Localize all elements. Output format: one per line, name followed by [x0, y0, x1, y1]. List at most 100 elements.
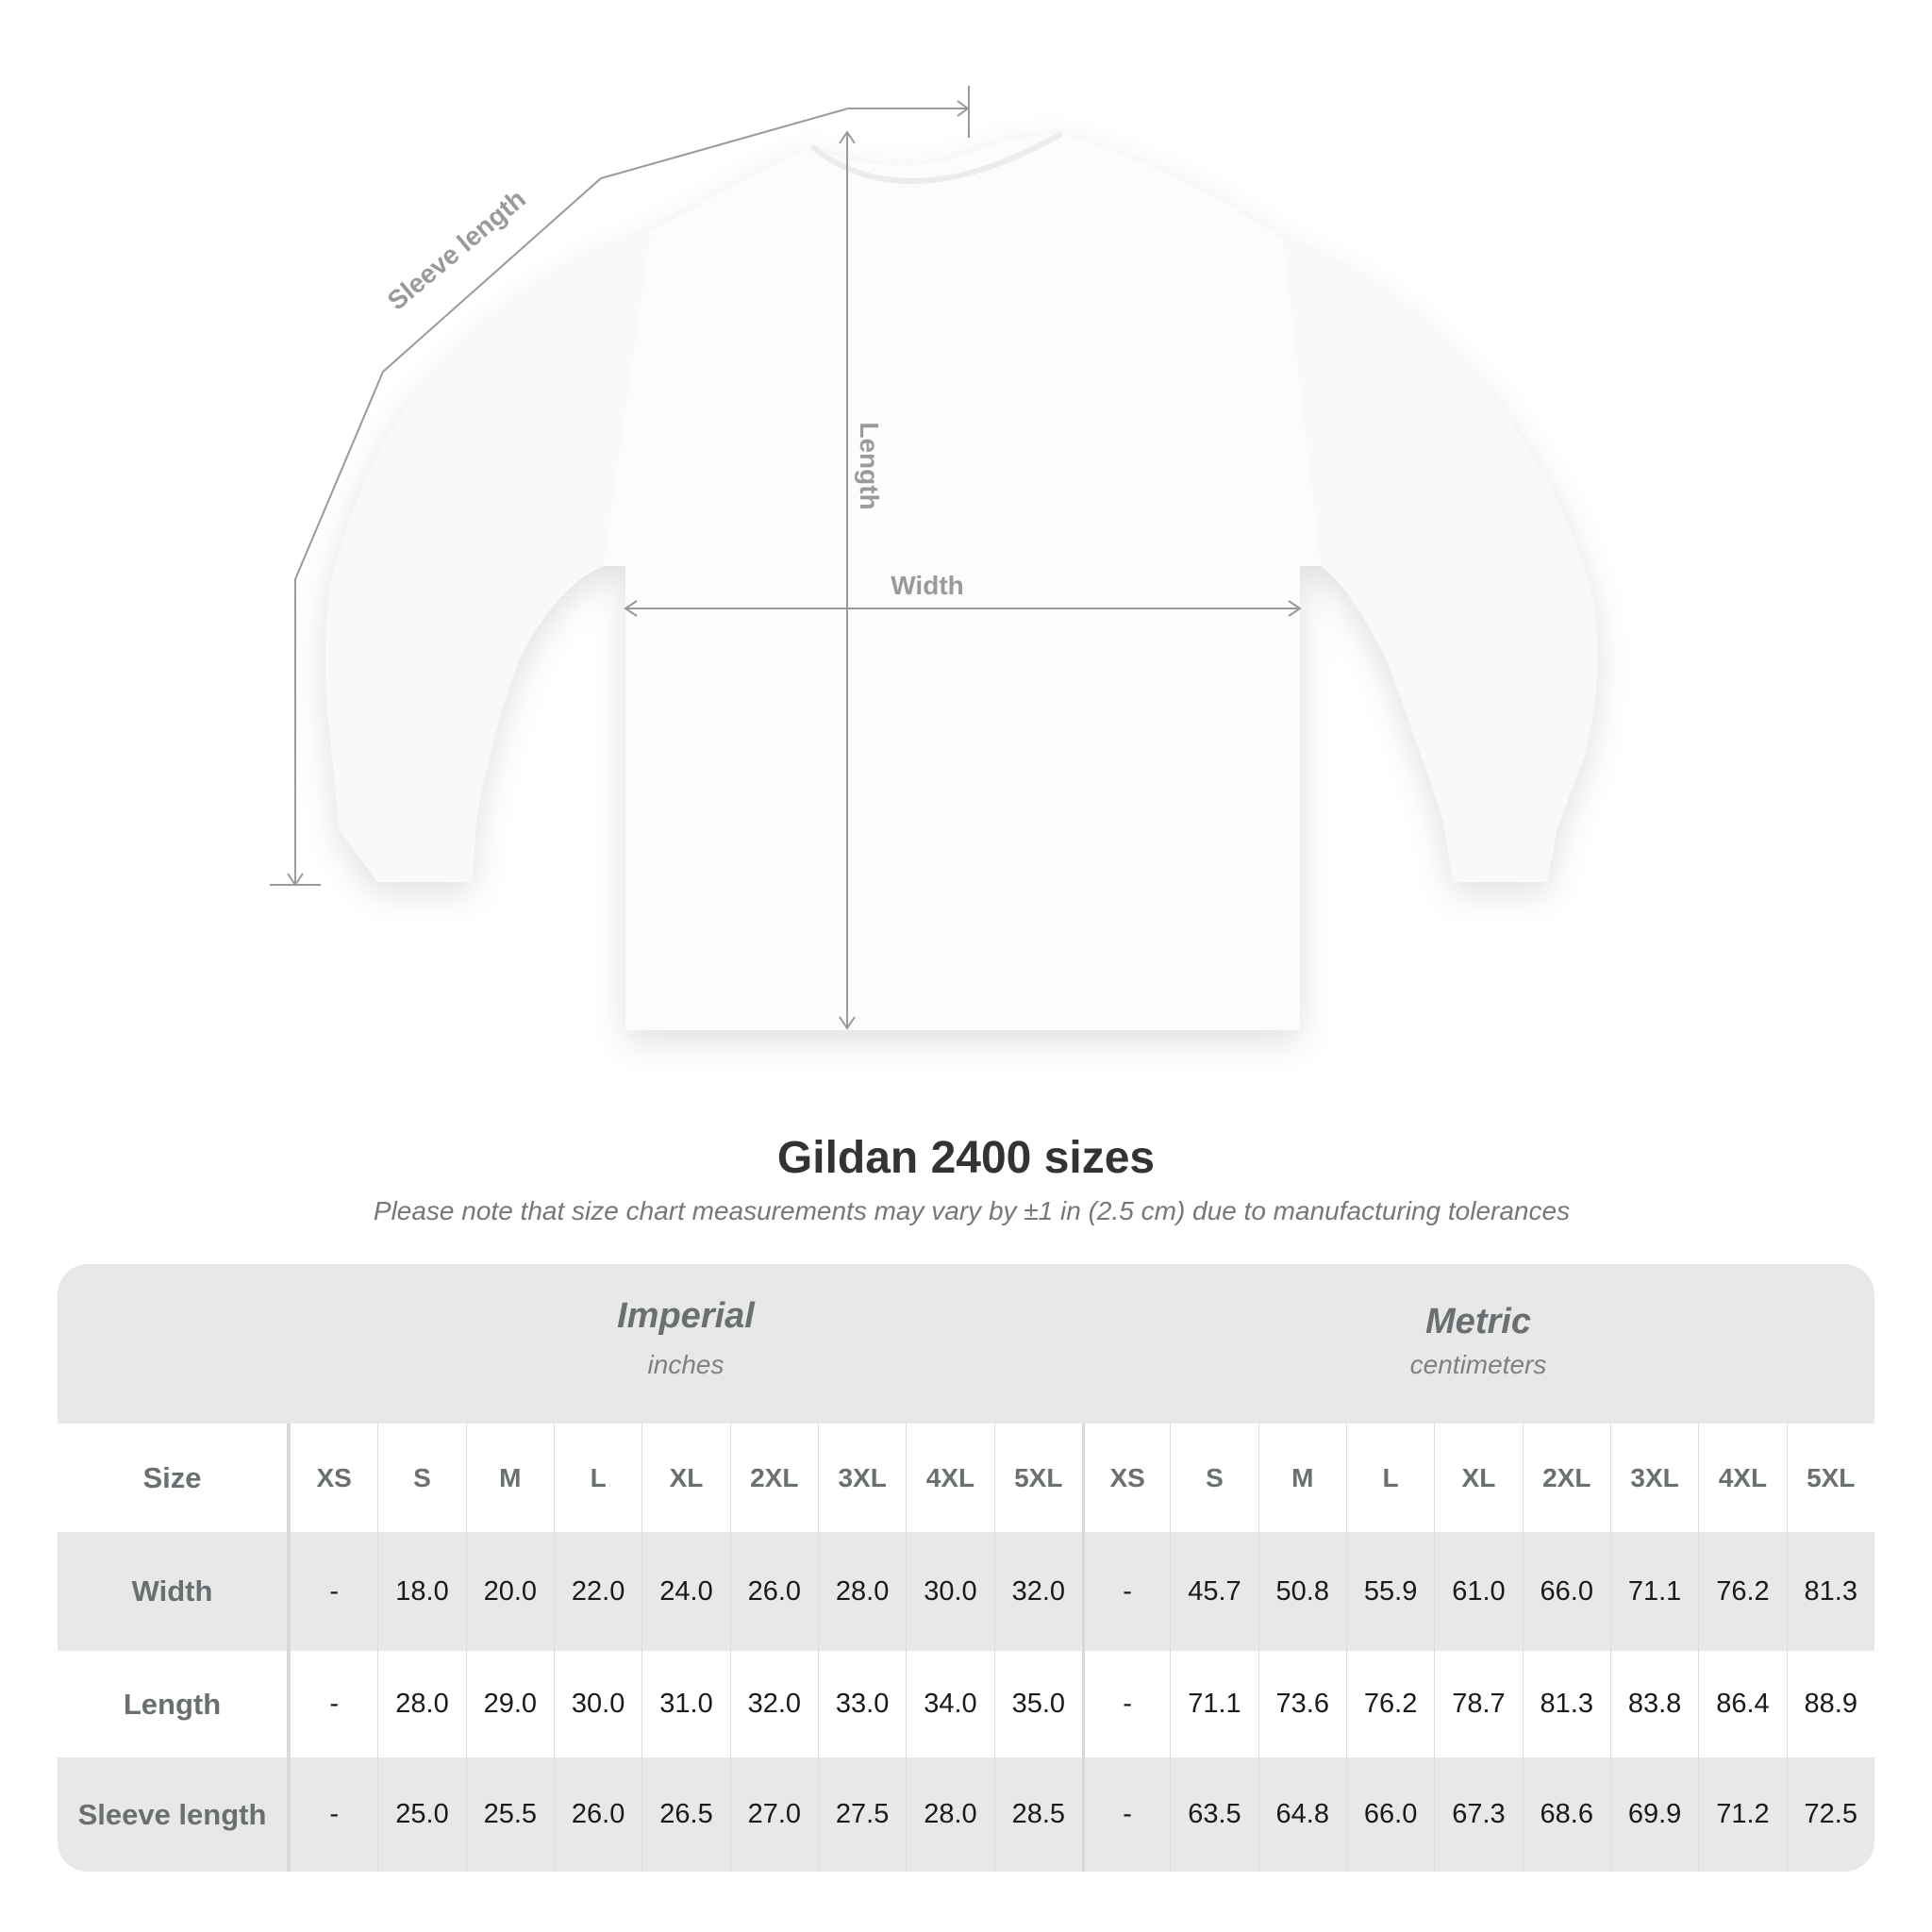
- metric-size-2xl: 2XL: [1522, 1424, 1610, 1532]
- imperial-value: 27.5: [817, 1757, 906, 1872]
- metric-size-4xl: 4XL: [1698, 1424, 1786, 1532]
- sleeve-label: Sleeve length: [382, 184, 531, 316]
- metric-unit: centimeters: [1409, 1350, 1547, 1379]
- imperial-size-2xl: 2XL: [729, 1424, 818, 1532]
- imperial-value: 25.0: [377, 1757, 465, 1872]
- metric-size-s: S: [1170, 1424, 1257, 1532]
- imperial-title: Imperial: [617, 1296, 755, 1336]
- imperial-size-xs: XS: [290, 1424, 377, 1532]
- metric-value: 81.3: [1786, 1532, 1874, 1651]
- table-row: Width -18.0 20.0 22.0 24.0 26.0 28.0 30.0 32.0-4…: [58, 1532, 1874, 1651]
- metric-value: 67.3: [1434, 1757, 1522, 1872]
- imperial-value: 28.5: [993, 1757, 1082, 1872]
- size-label: Size: [58, 1424, 290, 1532]
- imperial-value: 28.0: [817, 1532, 906, 1651]
- imperial-value: 27.0: [729, 1757, 818, 1872]
- imperial-value: 26.5: [641, 1757, 729, 1872]
- imperial-value: 22.0: [553, 1532, 641, 1651]
- arrow-icon: [624, 600, 638, 617]
- table-row: Sleeve length -25.0 25.5 26.0 26.5 27.0 27.5 28…: [58, 1757, 1874, 1872]
- imperial-value: -: [290, 1532, 377, 1651]
- sleeve-line: [294, 108, 967, 883]
- imperial-value: 29.0: [465, 1651, 554, 1757]
- metric-title: Metric: [1425, 1302, 1531, 1341]
- imperial-size-s: S: [377, 1424, 465, 1532]
- imperial-value: 30.0: [553, 1651, 641, 1757]
- arrow-icon: [957, 100, 970, 117]
- metric-value: 88.9: [1786, 1651, 1874, 1757]
- imperial-value: 32.0: [993, 1532, 1082, 1651]
- metric-size-xs: XS: [1081, 1424, 1170, 1532]
- measurement-lines: [270, 86, 1302, 1030]
- metric-value: 73.6: [1257, 1651, 1346, 1757]
- imperial-value: 25.5: [465, 1757, 554, 1872]
- metric-value: 61.0: [1434, 1532, 1522, 1651]
- metric-value: 45.7: [1170, 1532, 1257, 1651]
- arrow-icon: [287, 873, 304, 887]
- imperial-value: 28.0: [906, 1757, 993, 1872]
- imperial-value: -: [290, 1651, 377, 1757]
- imperial-size-5xl: 5XL: [993, 1424, 1082, 1532]
- length-label: Length: [855, 422, 884, 509]
- imperial-size-xl: XL: [641, 1424, 729, 1532]
- imperial-value: 33.0: [817, 1651, 906, 1757]
- metric-value: 72.5: [1786, 1757, 1874, 1872]
- imperial-size-l: L: [553, 1424, 641, 1532]
- imperial-value: 20.0: [465, 1532, 554, 1651]
- page-title: Gildan 2400 sizes: [776, 1133, 1156, 1183]
- metric-value: 71.2: [1698, 1757, 1786, 1872]
- row-label: Sleeve length: [58, 1757, 290, 1872]
- shirt-illustration: [325, 131, 1598, 1030]
- metric-size-5xl: 5XL: [1786, 1424, 1874, 1532]
- metric-size-l: L: [1345, 1424, 1434, 1532]
- imperial-value: -: [290, 1757, 377, 1872]
- imperial-value: 26.0: [729, 1532, 818, 1651]
- size-header-row: Size XS S M L XL 2XL 3XL 4XL 5XL XS S M L XL 2XL 3XL 4XL 5…: [58, 1424, 1874, 1532]
- imperial-value: 24.0: [641, 1532, 729, 1651]
- size-table: Imperial inches Metric centimeters Size X…: [58, 1264, 1874, 1872]
- metric-value: -: [1081, 1651, 1170, 1757]
- imperial-value: 31.0: [641, 1651, 729, 1757]
- metric-value: 66.0: [1522, 1532, 1610, 1651]
- imperial-header: Imperial inches: [290, 1296, 1082, 1456]
- metric-value: 68.6: [1522, 1757, 1610, 1872]
- imperial-value: 26.0: [553, 1757, 641, 1872]
- arrow-icon: [839, 1016, 856, 1030]
- row-label: Width: [58, 1532, 290, 1651]
- imperial-value: 30.0: [906, 1532, 993, 1651]
- metric-value: 71.1: [1609, 1532, 1698, 1651]
- row-label: Length: [58, 1651, 290, 1757]
- arrow-icon: [839, 130, 856, 144]
- metric-value: 76.2: [1698, 1532, 1786, 1651]
- imperial-size-m: M: [465, 1424, 554, 1532]
- table-row: Length -28.0 29.0 30.0 31.0 32.0 33.0 34.0 35.0-…: [58, 1651, 1874, 1757]
- width-label: Width: [891, 571, 964, 600]
- imperial-size-4xl: 4XL: [906, 1424, 993, 1532]
- metric-value: 66.0: [1345, 1757, 1434, 1872]
- shirt-diagram: Sleeve length Length Width: [270, 86, 1598, 1030]
- metric-value: 55.9: [1345, 1532, 1434, 1651]
- metric-value: 64.8: [1257, 1757, 1346, 1872]
- metric-value: 69.9: [1609, 1757, 1698, 1872]
- metric-value: 78.7: [1434, 1651, 1522, 1757]
- imperial-value: 34.0: [906, 1651, 993, 1757]
- metric-value: -: [1081, 1757, 1170, 1872]
- metric-size-m: M: [1257, 1424, 1346, 1532]
- imperial-value: 18.0: [377, 1532, 465, 1651]
- metric-value: 83.8: [1609, 1651, 1698, 1757]
- metric-value: 76.2: [1345, 1651, 1434, 1757]
- tolerance-note: Please note that size chart measurements…: [373, 1196, 1571, 1225]
- imperial-value: 32.0: [729, 1651, 818, 1757]
- metric-size-xl: XL: [1434, 1424, 1522, 1532]
- metric-value: 86.4: [1698, 1651, 1786, 1757]
- metric-value: 50.8: [1257, 1532, 1346, 1651]
- metric-header: Metric centimeters: [1082, 1302, 1874, 1461]
- metric-value: 81.3: [1522, 1651, 1610, 1757]
- imperial-value: 28.0: [377, 1651, 465, 1757]
- imperial-size-3xl: 3XL: [817, 1424, 906, 1532]
- metric-value: 63.5: [1170, 1757, 1257, 1872]
- metric-value: 71.1: [1170, 1651, 1257, 1757]
- arrow-icon: [1288, 600, 1302, 617]
- imperial-value: 35.0: [993, 1651, 1082, 1757]
- metric-size-3xl: 3XL: [1609, 1424, 1698, 1532]
